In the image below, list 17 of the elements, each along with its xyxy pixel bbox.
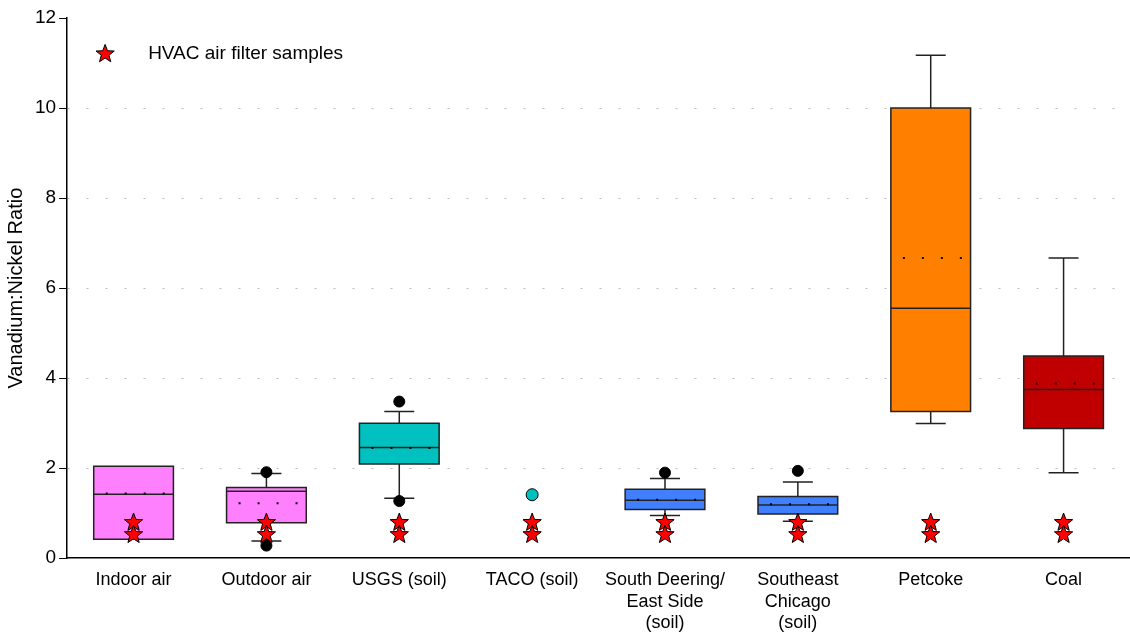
y-tick-label: 2 (45, 456, 57, 478)
x-tick-label: Petcoke (898, 568, 964, 589)
y-tick-label: 0 (45, 546, 57, 568)
y-tick-label: 12 (34, 6, 57, 28)
x-tick-label: USGS (soil) (351, 568, 447, 589)
legend-label: HVAC air filter samples (148, 42, 344, 64)
y-tick-label: 6 (45, 276, 57, 298)
y-tick-label: 4 (45, 366, 57, 388)
x-tick-label: Outdoor air (221, 568, 312, 589)
x-tick-label: TACO (soil) (485, 568, 579, 589)
x-tick-label: Southeast Chicago (soil) (757, 568, 839, 633)
y-tick-label: 8 (45, 186, 57, 208)
x-tick-label: Indoor air (95, 568, 172, 589)
x-tick-label: South Deering/ East Side (soil) (604, 568, 726, 633)
x-tick-label: Coal (1045, 568, 1083, 589)
y-axis-title: Vanadium:Nickel Ratio (3, 187, 26, 389)
y-tick-label: 10 (34, 96, 57, 118)
